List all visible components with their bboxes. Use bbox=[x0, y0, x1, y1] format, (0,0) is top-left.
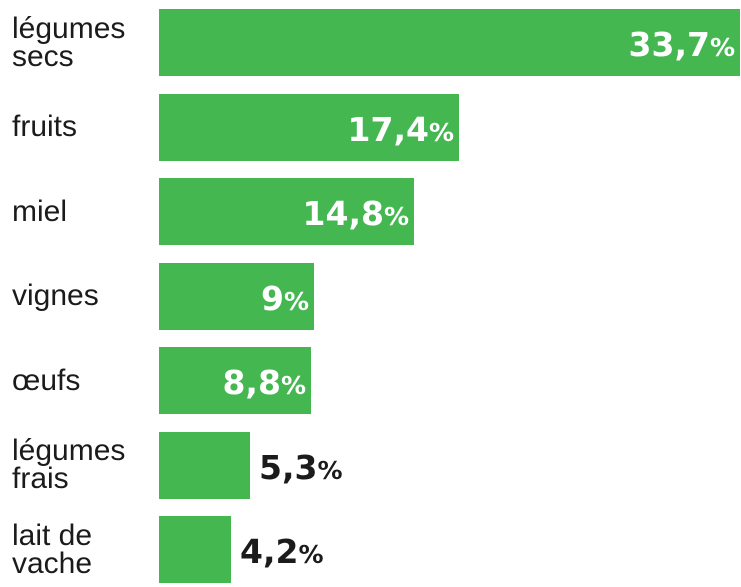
value-number: 4,2 bbox=[240, 532, 299, 571]
bar bbox=[159, 347, 311, 414]
value-label: 5,3% bbox=[259, 451, 343, 484]
value-number: 17,4 bbox=[347, 109, 429, 149]
value-label: 33,7% bbox=[629, 28, 735, 61]
category-label: fruits bbox=[12, 110, 78, 143]
value-unit: % bbox=[428, 117, 454, 147]
bar bbox=[159, 431, 250, 499]
value-number: 5,3 bbox=[259, 447, 318, 487]
category-label: œufs bbox=[12, 363, 81, 397]
value-label: 17,4% bbox=[348, 113, 454, 146]
category-label: lait de vache bbox=[12, 518, 93, 580]
bar bbox=[159, 93, 459, 161]
value-unit: % bbox=[280, 371, 306, 400]
bar bbox=[159, 9, 740, 76]
value-number: 9 bbox=[260, 278, 284, 318]
category-label: légumes frais bbox=[12, 434, 126, 495]
value-number: 8,8 bbox=[222, 363, 281, 402]
category-label: miel bbox=[12, 194, 68, 228]
value-number: 33,7 bbox=[628, 25, 710, 64]
value-unit: % bbox=[317, 455, 343, 485]
bar bbox=[159, 516, 231, 583]
value-unit: % bbox=[298, 540, 324, 569]
value-unit: % bbox=[383, 202, 409, 231]
value-unit: % bbox=[709, 33, 735, 62]
value-unit: % bbox=[283, 286, 309, 316]
value-label: 8,8% bbox=[222, 366, 306, 399]
category-label: vignes bbox=[12, 279, 99, 312]
value-label: 14,8% bbox=[303, 197, 409, 230]
value-label: 9% bbox=[261, 282, 309, 315]
value-number: 14,8 bbox=[302, 194, 384, 233]
bar bbox=[159, 178, 414, 245]
category-label: légumes secs bbox=[12, 11, 126, 73]
bar bbox=[159, 262, 314, 330]
value-label: 4,2% bbox=[240, 535, 324, 568]
